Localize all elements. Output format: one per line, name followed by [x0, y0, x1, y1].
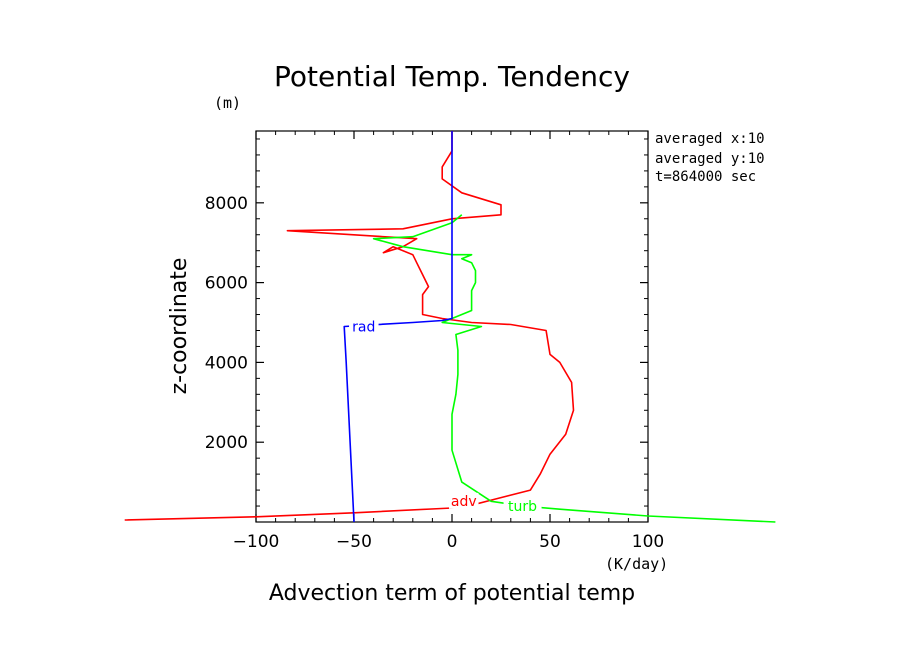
info-line: t=864000 sec [655, 169, 756, 185]
series-label-turb: turb [508, 499, 537, 515]
chart-title: Potential Temp. Tendency [274, 60, 630, 93]
series-labels: adv turb rad [349, 318, 542, 515]
y-axis-ticks: 2000 4000 6000 8000 [205, 138, 648, 507]
x-tick-label: 0 [447, 532, 458, 552]
info-line: averaged y:10 [655, 151, 765, 167]
series-label-bg [503, 498, 542, 515]
series-label-bg [449, 492, 479, 509]
averaging-info: averaged x:10 averaged y:10 t=864000 sec [655, 131, 765, 185]
x-axis-label: Advection term of potential temp [269, 581, 635, 606]
y-tick-label: 6000 [205, 274, 248, 294]
series-label-adv: adv [451, 494, 477, 510]
info-line: averaged x:10 [655, 131, 765, 147]
x-tick-label: −50 [336, 532, 372, 552]
series-line-adv [124, 131, 575, 521]
x-axis-unit: (K/day) [605, 555, 668, 573]
series-line-turb [372, 214, 776, 523]
y-axis-unit: (m) [214, 94, 241, 112]
y-tick-label: 2000 [205, 433, 248, 453]
x-tick-label: 50 [539, 532, 561, 552]
series-lines [124, 131, 776, 523]
series-label-rad: rad [352, 320, 375, 336]
y-tick-label: 8000 [205, 194, 248, 214]
x-tick-label: −100 [233, 532, 280, 552]
x-axis-ticks: −100 −50 0 50 100 [233, 131, 664, 552]
y-axis-label: z-coordinate [167, 258, 192, 395]
y-tick-label: 4000 [205, 353, 248, 373]
series-label-bg [349, 318, 379, 335]
x-tick-label: 100 [632, 532, 664, 552]
